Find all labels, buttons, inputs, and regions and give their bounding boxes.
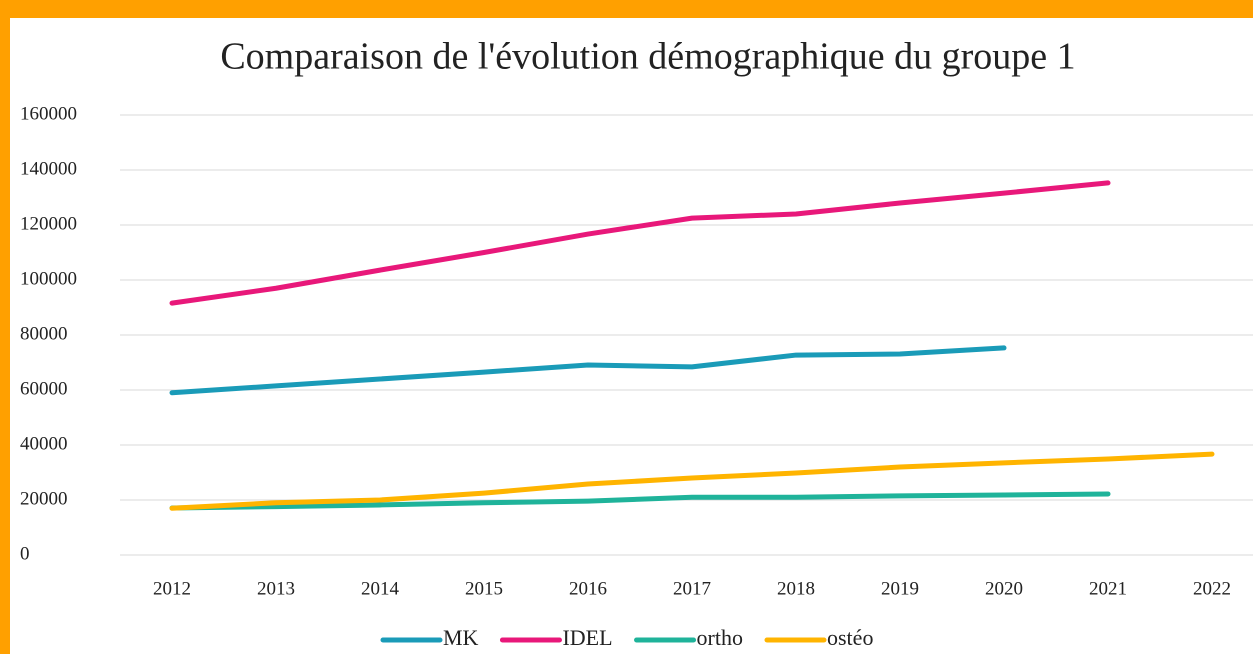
background (10, 18, 1253, 654)
x-tick-label: 2022 (1193, 578, 1231, 599)
x-tick-label: 2019 (881, 578, 919, 599)
x-tick-label: 2015 (465, 578, 503, 599)
x-tick-label: 2021 (1089, 578, 1127, 599)
x-tick-label: 2018 (777, 578, 815, 599)
y-tick-label: 80000 (20, 323, 68, 344)
y-tick-label: 20000 (20, 488, 68, 509)
y-tick-label: 40000 (20, 433, 68, 454)
y-tick-label: 100000 (20, 268, 77, 289)
series-line (169, 345, 1007, 396)
x-tick-label: 2014 (361, 578, 400, 599)
legend-label: IDEL (562, 625, 612, 650)
legend-label: ortho (697, 625, 743, 650)
series-line (169, 491, 1111, 511)
y-tick-label: 120000 (20, 213, 77, 234)
series-line (169, 180, 1111, 306)
y-tick-label: 140000 (20, 158, 77, 179)
y-tick-label: 160000 (20, 103, 77, 124)
x-tick-label: 2020 (985, 578, 1023, 599)
y-tick-label: 60000 (20, 378, 68, 399)
x-tick-label: 2016 (569, 578, 607, 599)
x-tick-label: 2012 (153, 578, 191, 599)
y-tick-label: 0 (20, 543, 30, 564)
chart-title: Comparaison de l'évolution démographique… (220, 36, 1075, 78)
x-tick-label: 2013 (257, 578, 295, 599)
legend-label: ostéo (827, 625, 873, 650)
x-tick-label: 2017 (673, 578, 711, 599)
series-line (169, 451, 1215, 511)
legend-label: MK (443, 625, 479, 650)
